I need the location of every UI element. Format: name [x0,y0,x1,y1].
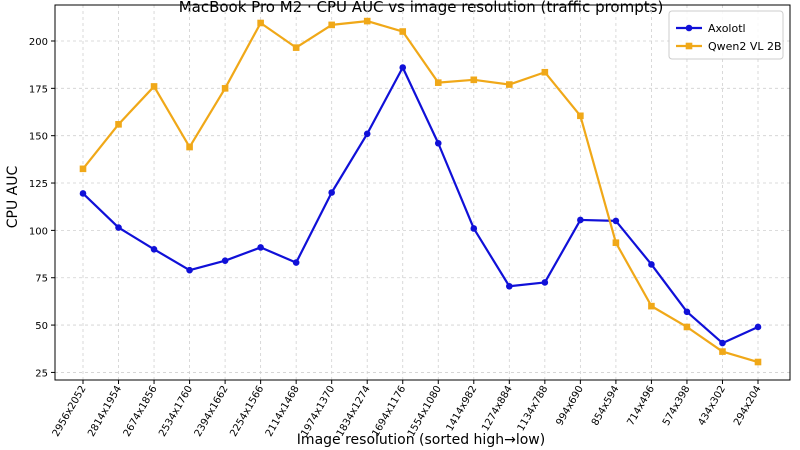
x-tick-label: 294x204 [732,384,764,428]
data-point [292,44,300,51]
data-point [719,348,726,355]
y-tick-label: 100 [29,226,48,237]
data-point [470,76,478,84]
data-point [399,64,407,71]
data-point [754,323,762,331]
x-tick-label: 1134x788 [516,384,551,433]
y-tick-label: 50 [35,321,48,332]
legend: Axolotl Qwen2 VL 2B [668,10,784,60]
data-point [115,224,122,231]
x-tick-label: 1554x1080 [406,384,444,439]
y-tick-label: 150 [29,132,48,143]
data-point [257,244,264,251]
data-point [434,79,442,86]
y-tick-label: 25 [35,368,48,379]
data-point [150,83,158,90]
x-tick-label: 1274x884 [480,384,515,433]
data-point [292,259,300,266]
x-tick-label: 1414x982 [445,384,480,433]
data-point [683,323,691,331]
data-point [506,282,513,290]
data-point [79,165,87,173]
x-tick-label: 714x496 [625,384,657,428]
grid [55,5,790,380]
x-axis-label: Image resolution (sorted high→low) [297,432,545,448]
x-tick-label: 2674x1856 [122,384,160,439]
data-point [719,339,726,347]
data-point [399,28,407,35]
data-point [186,143,193,151]
data-point [150,246,158,253]
x-tick-label: 574x398 [661,384,693,428]
data-point [79,190,87,197]
data-point [221,85,229,92]
data-point [648,261,655,268]
x-tick-label: 1834x1274 [335,384,373,439]
x-tick-label: 1974x1370 [299,384,337,439]
x-tick-label: 854x594 [590,384,622,428]
legend-label: Axolotl [708,22,746,35]
data-point [186,266,193,274]
data-point [363,130,371,138]
data-point [683,308,691,316]
data-point [328,189,335,196]
y-tick-label: 125 [29,179,48,190]
data-point [506,81,513,88]
data-point [754,358,762,366]
data-point [648,302,655,310]
data-point [470,225,478,232]
data-point [541,68,549,76]
x-tick-label: 2254x1566 [228,384,266,439]
plot-frame [54,4,791,381]
data-point [541,279,549,286]
legend-label: Qwen2 VL 2B [708,40,782,53]
legend-marker [685,24,693,32]
legend-marker [685,42,693,50]
data-point [115,121,122,128]
series-line-qwen2-vl-2b [82,19,759,364]
x-tick-label: 1694x1176 [370,384,408,439]
x-tick-label: 2114x1468 [264,384,302,439]
series-line-axolotl [82,66,759,345]
data-point [363,17,371,25]
data-point [612,239,620,246]
x-tick-label: 994x690 [554,384,586,428]
y-tick-label: 75 [35,274,48,285]
chart-title: MacBook Pro M2 · CPU AUC vs image resolu… [179,0,664,16]
x-tick-label: 434x302 [696,384,728,428]
y-axis-ticks: 25 50 75 100 125 150 175 200 [29,37,55,379]
data-point [434,139,442,147]
x-tick-label: 2956x2052 [51,384,89,439]
y-axis-label: CPU AUC [5,166,21,229]
y-tick-label: 200 [29,37,48,48]
x-tick-label: 2534x1760 [157,384,195,439]
data-point [612,217,620,225]
y-tick-label: 175 [29,84,48,95]
x-axis-ticks: 2956x20522814x19542674x18562534x17602394… [51,380,764,439]
x-tick-label: 2814x1954 [86,384,124,439]
data-point [221,257,229,264]
data-point [577,112,584,120]
data-point [328,21,335,29]
data-point [257,19,264,27]
data-point [577,216,584,224]
data-series [79,17,762,366]
x-tick-label: 2394x1662 [193,384,231,439]
